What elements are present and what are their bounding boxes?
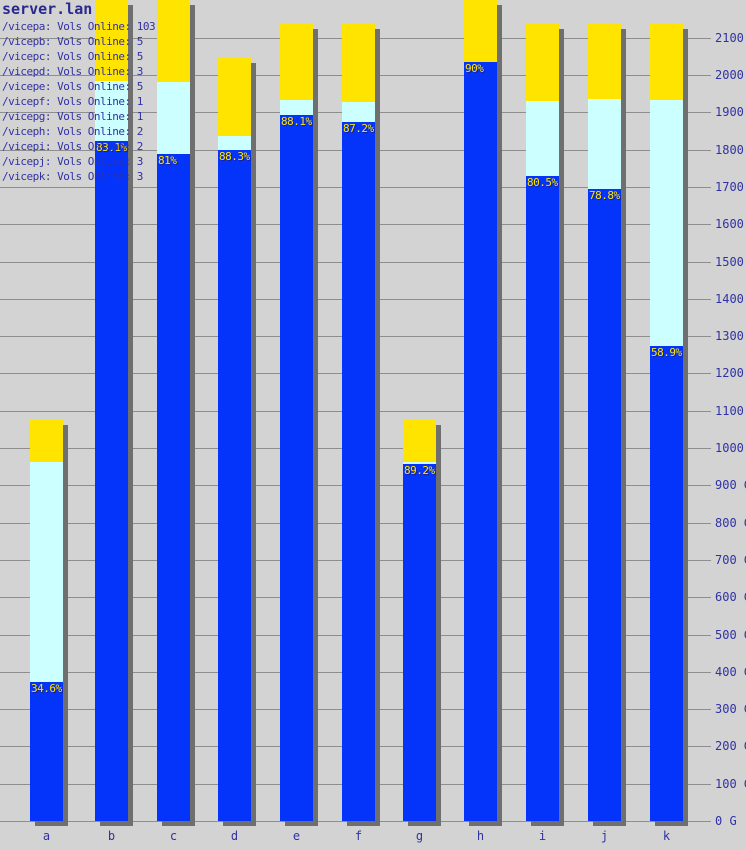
y-tick-label: 1600 (715, 217, 744, 231)
partition-info-line: /vicepd: Vols Online: 3 (2, 65, 143, 78)
bar-segment-reserved (650, 24, 683, 100)
bar-segment-free (218, 136, 251, 150)
x-axis-label: k (662, 829, 671, 843)
partition-info-line: /vicepe: Vols Online: 5 (2, 80, 143, 93)
partition-info-line: /vicepg: Vols Online: 1 (2, 110, 143, 123)
bar-segment-free (403, 462, 436, 464)
y-tick-label: 1000 (715, 441, 744, 455)
partition-info-line: /vicepj: Vols Online: 3 (2, 155, 143, 168)
partition-info-line: /vicepk: Vols Online: 3 (2, 170, 143, 183)
y-tick-label: 700 G (715, 553, 746, 567)
x-axis-label: f (354, 829, 363, 843)
bar-percent-label: 78.8% (589, 189, 620, 202)
bar-segment-reserved (30, 420, 63, 462)
bar-segment-used (280, 115, 313, 821)
y-tick-label: 600 G (715, 590, 746, 604)
bar-segment-used (464, 62, 497, 821)
partition-info-line: /vicepb: Vols Online: 5 (2, 35, 143, 48)
bar-segment-free (342, 102, 375, 122)
y-tick-label: 900 G (715, 478, 746, 492)
partition-info-line: /vicepa: Vols Online: 103 (2, 20, 156, 33)
bar-percent-label: 89.2% (404, 464, 435, 477)
y-tick-label: 2100 (715, 31, 744, 45)
bar-segment-free (650, 100, 683, 346)
partition-info-line: /viceph: Vols Online: 2 (2, 125, 143, 138)
bar-segment-used (588, 189, 621, 821)
x-axis-label: i (538, 829, 547, 843)
y-tick-label: 400 G (715, 665, 746, 679)
bar-segment-free (526, 101, 559, 176)
y-tick-label: 1900 (715, 105, 744, 119)
bar-segment-free (157, 82, 190, 154)
bar-segment-reserved (342, 24, 375, 102)
x-axis-label: a (42, 829, 51, 843)
y-tick-label: 100 G (715, 777, 746, 791)
bar-segment-used (650, 346, 683, 821)
bar-percent-label: 80.5% (527, 176, 558, 189)
bar-percent-label: 88.1% (281, 115, 312, 128)
partition-info-line: /vicepc: Vols Online: 5 (2, 50, 143, 63)
y-tick-label: 1100 (715, 404, 744, 418)
bar-segment-reserved (526, 24, 559, 101)
bar-percent-label: 83.1% (96, 141, 127, 154)
x-axis-label: g (415, 829, 424, 843)
x-axis-label: d (230, 829, 239, 843)
bar-segment-reserved (403, 420, 436, 462)
y-tick-label: 500 G (715, 628, 746, 642)
bar-segment-reserved (218, 58, 251, 136)
bar-segment-reserved (588, 24, 621, 99)
bar-segment-reserved (280, 24, 313, 100)
bar-segment-free (588, 99, 621, 189)
partition-info-line: /vicepf: Vols Online: 1 (2, 95, 143, 108)
y-tick-label: 800 G (715, 516, 746, 530)
y-tick-label: 1400 (715, 292, 744, 306)
bar-segment-used (95, 141, 128, 821)
bar-percent-label: 88.3% (219, 150, 250, 163)
bar-percent-label: 87.2% (343, 122, 374, 135)
chart-title: server.lan (2, 0, 93, 18)
bar-percent-label: 81% (158, 154, 177, 167)
x-axis-label: b (107, 829, 116, 843)
y-tick-label: 1200 (715, 366, 744, 380)
bar-segment-used (218, 150, 251, 821)
x-axis-label: h (476, 829, 485, 843)
bar-segment-free (30, 462, 63, 682)
y-tick-label: 2000 (715, 68, 744, 82)
bar-segment-reserved (157, 0, 190, 82)
bar-segment-reserved (464, 0, 497, 62)
x-axis-label: c (169, 829, 178, 843)
partition-info-line: /vicepi: Vols Online: 2 (2, 140, 143, 153)
bar-segment-reserved (95, 0, 128, 81)
bar-segment-used (526, 176, 559, 821)
y-tick-label: 200 G (715, 739, 746, 753)
bar-segment-used (157, 154, 190, 821)
y-tick-label: 1500 (715, 255, 744, 269)
bar-segment-used (30, 682, 63, 821)
y-tick-label: 0 G (715, 814, 737, 828)
bar-percent-label: 90% (465, 62, 484, 75)
y-tick-label: 1700 (715, 180, 744, 194)
bar-segment-free (95, 81, 128, 141)
bar-segment-free (280, 100, 313, 115)
bar-segment-used (403, 464, 436, 821)
bar-segment-used (342, 122, 375, 821)
y-tick-label: 1800 (715, 143, 744, 157)
y-tick-label: 1300 (715, 329, 744, 343)
bar-percent-label: 58.9% (651, 346, 682, 359)
x-axis-label: j (600, 829, 609, 843)
y-tick-label: 300 G (715, 702, 746, 716)
bar-percent-label: 34.6% (31, 682, 62, 695)
x-axis-label: e (292, 829, 301, 843)
